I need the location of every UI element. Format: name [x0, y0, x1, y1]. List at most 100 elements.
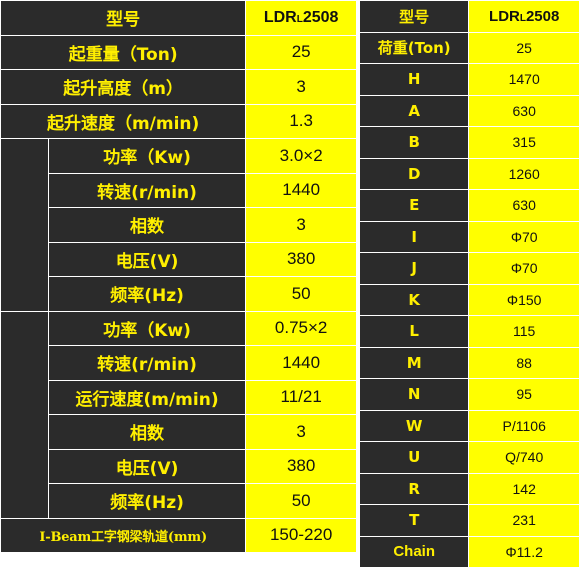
table-row: K Φ150 — [358, 283, 580, 316]
table-row: 频率(Hz) 50 — [1, 276, 357, 312]
table-header-row: 型号 LDRL2508 — [0, 0, 357, 36]
dim-w-label: W — [358, 409, 470, 442]
lift-power-label: 功率（Kw) — [47, 138, 247, 174]
table-row: M 88 — [358, 346, 580, 379]
travel-voltage-label: 电压(V) — [47, 448, 247, 484]
capacity-label: 起重量（Ton) — [0, 34, 247, 70]
lifting-motor-group-cell — [0, 138, 49, 312]
lift-rpm-label: 转速(r/min) — [47, 172, 247, 208]
table-row: 起重量（Ton) 25 — [0, 34, 357, 70]
dim-i-label: I — [358, 220, 470, 253]
dim-t-label: T — [358, 504, 470, 537]
model-main: LDR — [263, 8, 297, 26]
table-row: 转速(r/min) 1440 — [1, 345, 357, 381]
dim-j-value: Φ70 — [468, 252, 580, 285]
dim-d-label: D — [358, 157, 470, 190]
travel-frequency-label: 频率(Hz) — [47, 483, 247, 519]
lift-rpm-value: 1440 — [245, 172, 357, 208]
dim-m-label: M — [358, 346, 470, 379]
table-row: 起升速度（m/min) 1.3 — [0, 103, 357, 139]
dim-b-label: B — [358, 126, 470, 159]
lift-voltage-label: 电压(V) — [47, 241, 247, 277]
table-row: L 115 — [358, 315, 580, 348]
table-row: I Φ70 — [358, 220, 580, 253]
chain-label: Chain — [358, 535, 470, 568]
dim-k-value: Φ150 — [468, 283, 580, 316]
dim-b-value: 315 — [468, 126, 580, 159]
table-row: 功率（Kw) 3.0×2 — [0, 138, 357, 312]
model-value: LDRL2508 — [468, 0, 580, 33]
table-row: 电压(V) 380 — [1, 448, 357, 484]
lift-power-value: 3.0×2 — [245, 138, 357, 174]
table-row: D 1260 — [358, 157, 580, 190]
table-row: 相数 3 — [1, 414, 357, 450]
lift-frequency-label: 频率(Hz) — [47, 276, 247, 312]
dim-r-label: R — [358, 472, 470, 505]
dim-j-label: J — [358, 252, 470, 285]
lift-height-value: 3 — [245, 69, 357, 105]
dim-k-label: K — [358, 283, 470, 316]
hoist-spec-table: 型号 LDRL2508 起重量（Ton) 25 起升高度（m） 3 起升速度（m… — [0, 0, 357, 553]
table-row: 电压(V) 380 — [1, 241, 357, 277]
travel-power-value: 0.75×2 — [245, 310, 357, 346]
model-label: 型号 — [0, 0, 247, 36]
table-row: 运行速度(m/min) 11/21 — [1, 379, 357, 415]
table-row: J Φ70 — [358, 252, 580, 285]
dim-i-value: Φ70 — [468, 220, 580, 253]
table-row: 频率(Hz) 50 — [1, 483, 357, 519]
table-row: 相数 3 — [1, 207, 357, 243]
capacity-value: 25 — [245, 34, 357, 70]
dim-a-label: A — [358, 94, 470, 127]
lift-voltage-value: 380 — [245, 241, 357, 277]
model-num: 2508 — [525, 7, 560, 25]
table-row: 转速(r/min) 1440 — [1, 172, 357, 208]
travel-speed-label: 运行速度(m/min) — [47, 379, 247, 415]
lift-phase-value: 3 — [245, 207, 357, 243]
table-row: 起升高度（m） 3 — [0, 69, 357, 105]
travel-phase-label: 相数 — [47, 414, 247, 450]
model-main: LDR — [489, 7, 520, 25]
lift-speed-label: 起升速度（m/min) — [0, 103, 247, 139]
model-num: 2508 — [302, 8, 339, 26]
model-sub: L — [296, 13, 303, 25]
table-row: Chain Φ11.2 — [358, 535, 580, 568]
dim-l-value: 115 — [468, 315, 580, 348]
dim-m-value: 88 — [468, 346, 580, 379]
dim-e-label: E — [358, 189, 470, 222]
table-row: H 1470 — [358, 63, 580, 96]
table-row: I-Beam工字钢梁轨道(mm) 150-220 — [0, 517, 357, 553]
dim-r-value: 142 — [468, 472, 580, 505]
table-row: B 315 — [358, 126, 580, 159]
table-row: A 630 — [358, 94, 580, 127]
travel-phase-value: 3 — [245, 414, 357, 450]
travel-speed-value: 11/21 — [245, 379, 357, 415]
lift-phase-label: 相数 — [47, 207, 247, 243]
dim-u-label: U — [358, 441, 470, 474]
dim-h-value: 1470 — [468, 63, 580, 96]
travel-motor-group-cell — [0, 310, 49, 519]
lift-frequency-value: 50 — [245, 276, 357, 312]
model-sub: L — [519, 12, 526, 24]
table-header-row: 型号 LDRL2508 — [358, 0, 580, 33]
travel-frequency-value: 50 — [245, 483, 357, 519]
dim-e-value: 630 — [468, 189, 580, 222]
load-value: 25 — [468, 31, 580, 64]
dim-l-label: L — [358, 315, 470, 348]
table-row: E 630 — [358, 189, 580, 222]
table-row: 功率（Kw) 0.75×2 — [0, 310, 357, 519]
chain-value: Φ11.2 — [468, 535, 580, 568]
table-row: R 142 — [358, 472, 580, 505]
dim-a-value: 630 — [468, 94, 580, 127]
table-row: U Q/740 — [358, 441, 580, 474]
dim-w-value: P/1106 — [468, 409, 580, 442]
table-row: N 95 — [358, 378, 580, 411]
dim-u-value: Q/740 — [468, 441, 580, 474]
dim-d-value: 1260 — [468, 157, 580, 190]
table-row: 荷重(Ton) 25 — [358, 31, 580, 64]
dim-t-value: 231 — [468, 504, 580, 537]
lift-speed-value: 1.3 — [245, 103, 357, 139]
table-row: T 231 — [358, 504, 580, 537]
model-value: LDRL2508 — [245, 0, 357, 36]
